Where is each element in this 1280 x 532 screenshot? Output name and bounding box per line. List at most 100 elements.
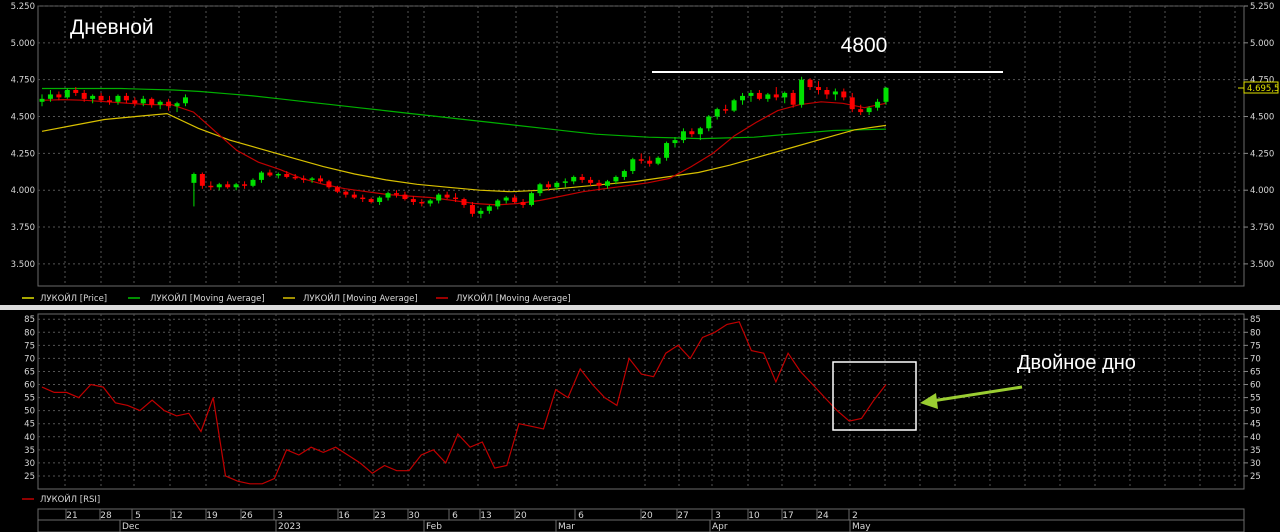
price-y-axis-left: 5.250 5.000 4.750 4.500 4.250 4.000 3.750 3.500: [11, 2, 35, 270]
candle: [478, 207, 484, 219]
price-panel: [37, 5, 1245, 287]
candle: [647, 156, 653, 167]
candle: [284, 171, 290, 179]
candle: [664, 141, 670, 161]
candle: [680, 128, 686, 144]
candle: [174, 101, 180, 113]
candle: [723, 104, 729, 114]
candle: [554, 181, 560, 191]
month-tick: Dec: [122, 522, 139, 532]
candle: [512, 194, 518, 204]
candle: [841, 88, 847, 101]
candle: [849, 92, 855, 113]
candle: [301, 175, 307, 183]
candle: [596, 179, 602, 191]
candle: [132, 97, 138, 107]
candle: [714, 107, 720, 120]
candle: [309, 176, 315, 183]
candle: [334, 185, 340, 194]
date-tick: 6: [578, 511, 584, 521]
candle: [529, 191, 535, 207]
rsi-y-tick: 30: [24, 459, 35, 469]
candle: [453, 193, 459, 202]
candle: [832, 88, 838, 101]
candle: [571, 175, 577, 185]
candle: [64, 88, 70, 99]
rsi-y-tick: 60: [24, 381, 35, 391]
rsi-y-tick-right: 75: [1250, 341, 1261, 351]
candle: [410, 196, 416, 205]
price-grid: [38, 5, 1244, 286]
candle: [191, 172, 197, 207]
legend-ma-mid: ЛУКОЙЛ [Moving Average]: [303, 292, 418, 304]
date-tick: 13: [480, 511, 491, 521]
rsi-y-tick: 50: [24, 407, 35, 417]
date-tick: 30: [408, 511, 420, 521]
candle: [115, 94, 121, 105]
month-tick: Apr: [712, 522, 728, 532]
legend-ma-short: ЛУКОЙЛ [Moving Average]: [456, 292, 571, 304]
legend-ma-long: ЛУКОЙЛ [Moving Average]: [150, 292, 265, 304]
date-tick: 12: [171, 511, 182, 521]
candle: [199, 172, 205, 189]
price-y-tick: 4.250: [11, 149, 35, 159]
price-y-tick: 3.750: [11, 223, 35, 233]
date-tick: 28: [100, 511, 112, 521]
candle: [90, 94, 96, 104]
date-axis-days: 21 28 5 12 19 26 3 16 23 30 6 13 20 6 20 27 3 10 17 24 2: [65, 509, 858, 521]
candle: [73, 87, 79, 96]
rsi-y-tick: 70: [24, 354, 35, 364]
rsi-y-tick: 80: [24, 328, 35, 338]
rsi-y-tick-right: 50: [1250, 407, 1261, 417]
price-y-tick: 3.500: [11, 260, 35, 270]
candle: [655, 156, 661, 166]
rsi-y-tick: 40: [24, 433, 35, 443]
candle: [748, 90, 754, 102]
candle: [140, 95, 146, 107]
candle: [182, 94, 188, 107]
candle: [469, 202, 475, 217]
candle: [123, 92, 129, 104]
date-tick: 3: [715, 511, 721, 521]
candle: [343, 190, 349, 198]
candle: [157, 100, 163, 110]
rsi-y-tick-right: 70: [1250, 354, 1261, 364]
rsi-y-tick: 55: [24, 394, 35, 404]
date-tick: 17: [782, 511, 793, 521]
candle: [351, 191, 357, 200]
date-tick: 16: [338, 511, 350, 521]
rsi-y-tick-right: 85: [1250, 315, 1261, 325]
candle: [773, 87, 779, 101]
candle: [292, 174, 298, 180]
legend-price: ЛУКОЙЛ [Price]: [40, 292, 107, 304]
candle: [250, 178, 256, 188]
rsi-y-tick: 45: [24, 420, 35, 430]
rsi-y-tick: 85: [24, 315, 35, 325]
candle: [368, 197, 374, 204]
price-y-tick: 4.500: [11, 113, 35, 123]
rsi-y-tick-right: 40: [1250, 433, 1261, 443]
rsi-y-tick: 25: [24, 472, 35, 482]
last-price-label: 4.695,5: [1247, 84, 1279, 94]
legend-rsi: ЛУКОЙЛ [RSI]: [40, 493, 100, 505]
price-y-tick-right: 4.250: [1250, 149, 1274, 159]
candle: [208, 181, 214, 191]
candle: [385, 191, 391, 201]
date-axis-months: Dec 2023 Feb Mar Apr May: [119, 520, 871, 532]
date-tick: 6: [452, 511, 458, 521]
candle: [630, 157, 636, 174]
candle: [166, 98, 172, 111]
date-tick: 20: [515, 511, 527, 521]
candle: [799, 76, 805, 108]
price-y-tick: 4.000: [11, 186, 35, 196]
candle: [495, 199, 501, 210]
candle: [225, 181, 231, 189]
candle: [824, 87, 830, 99]
candle: [731, 98, 737, 113]
rsi-y-tick-right: 60: [1250, 381, 1261, 391]
date-tick: 24: [817, 511, 829, 521]
ma-mid-line: [41, 112, 887, 193]
rsi-y-tick-right: 25: [1250, 472, 1261, 482]
double-bottom-arrow: [931, 385, 1023, 403]
